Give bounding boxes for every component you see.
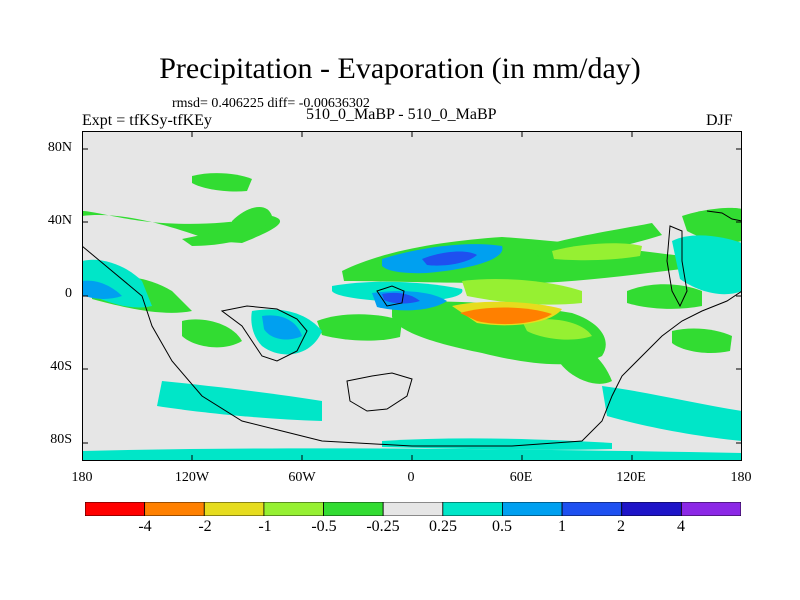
lat-tick-label: 0 (65, 286, 72, 301)
colorbar-label: 4 (677, 518, 685, 535)
colorbar-swatch (85, 502, 146, 516)
map-title: Precipitation - Evaporation (in mm/day) (159, 52, 641, 85)
colorbar-swatch (263, 502, 324, 516)
experiment-label: Expt = tfKSy-tfKEy (82, 112, 212, 129)
colorbar-swatch (561, 502, 623, 516)
lon-tick-label: 0 (407, 470, 415, 485)
lat-tick-label: 40N (47, 213, 72, 228)
season-label: DJF (706, 112, 733, 129)
colorbar-label: 0.5 (492, 518, 512, 535)
lon-tick-label: 180 (71, 470, 93, 485)
contour-lightgreen-regions (462, 243, 642, 340)
colorbar (85, 502, 741, 516)
lon-tick-label: 60W (288, 470, 316, 485)
map-ticks (82, 131, 742, 461)
lon-tick-label: 180 (730, 470, 752, 485)
lon-tick-label: 60E (509, 470, 533, 485)
colorbar-swatch (144, 502, 205, 516)
colorbar-swatch (442, 502, 503, 516)
colorbar-swatch (323, 502, 384, 516)
lat-tick-label: 40S (50, 359, 72, 374)
colorbar-label: -0.5 (311, 518, 337, 535)
colorbar-label: -2 (198, 518, 212, 535)
continent-outlines (82, 210, 742, 447)
colorbar-swatch (203, 502, 265, 516)
lat-tick-label: 80N (47, 140, 72, 155)
colorbar-label: -0.25 (366, 518, 400, 535)
period-label: 510_0_MaBP - 510_0_MaBP (306, 106, 497, 123)
colorbar-swatch (680, 502, 741, 516)
colorbar-swatch (621, 502, 682, 516)
contour-darkblue-regions (382, 251, 477, 304)
lon-tick-label: 120W (174, 470, 210, 485)
pme-map (82, 131, 742, 461)
contour-orange-regions (460, 307, 552, 325)
colorbar-label: 0.25 (429, 518, 457, 535)
colorbar-swatch (382, 502, 444, 516)
colorbar-label: 1 (558, 518, 566, 535)
lon-tick-label: 120E (616, 470, 646, 485)
colorbar-label: -1 (258, 518, 272, 535)
lat-tick-label: 80S (50, 432, 72, 447)
stats-label: rmsd= 0.406225 diff= -0.00636302 (172, 96, 370, 111)
colorbar-swatch (502, 502, 563, 516)
colorbar-label: -4 (138, 518, 152, 535)
colorbar-label: 2 (617, 518, 625, 535)
